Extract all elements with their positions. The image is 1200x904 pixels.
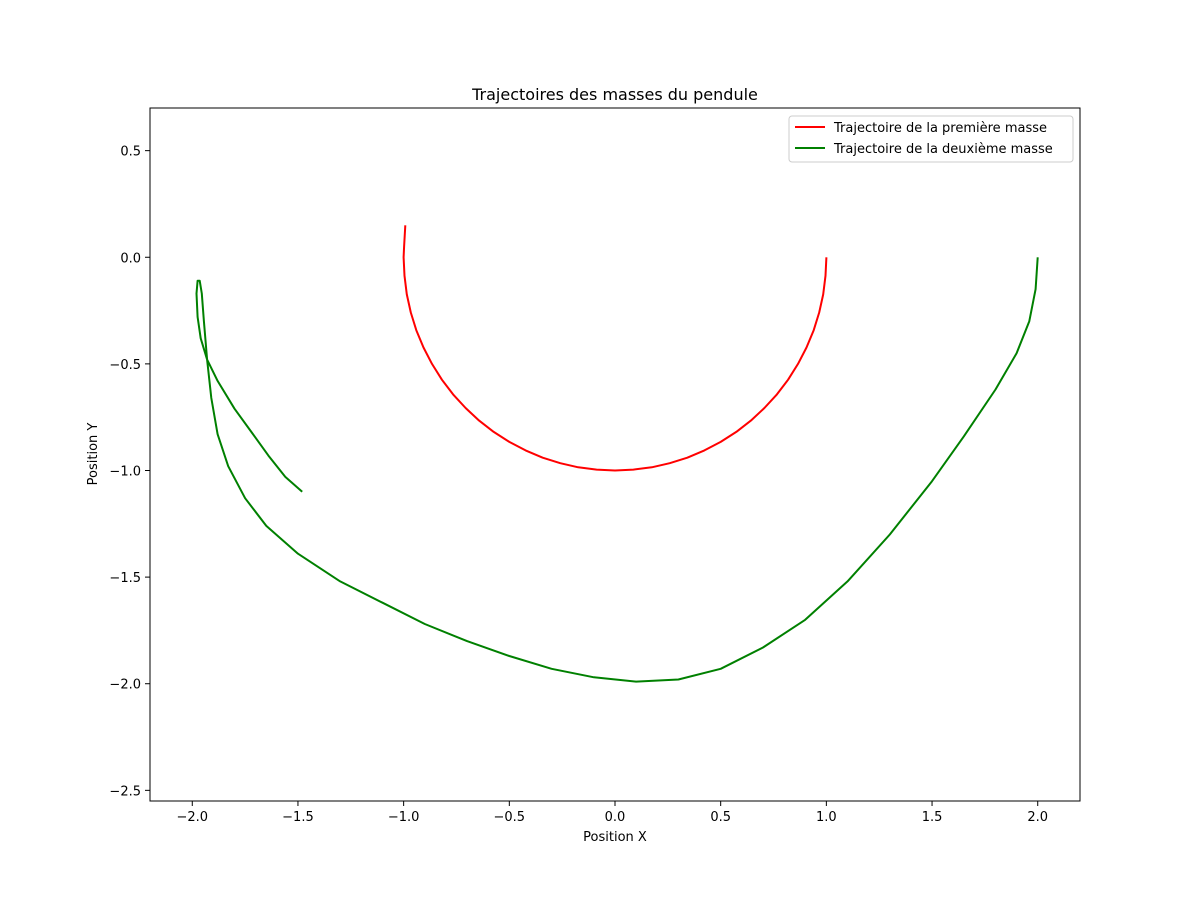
chart-title: Trajectoires des masses du pendule: [471, 85, 758, 104]
x-axis-label: Position X: [583, 830, 647, 845]
legend: Trajectoire de la première masse Traject…: [788, 115, 1074, 163]
y-tick-label: −1.0: [109, 464, 141, 479]
y-axis-label: Position Y: [86, 423, 101, 486]
x-tick-label: 0.0: [605, 810, 626, 825]
series-layer: [195, 225, 1039, 683]
legend-label-first-mass: Trajectoire de la première masse: [833, 121, 1047, 136]
series-line-second-mass: [195, 257, 1039, 683]
y-axis: 0.5 0.0 −0.5 −1.0 −1.5 −2.0 −2.5: [109, 145, 150, 799]
y-tick-label: −0.5: [109, 358, 141, 373]
x-tick-label: −1.5: [282, 810, 314, 825]
y-tick-label: −1.5: [109, 571, 141, 586]
y-tick-label: −2.0: [109, 678, 141, 693]
x-axis: −2.0 −1.5 −1.0 −0.5 0.0 0.5 1.0 1.5 2.0: [176, 801, 1048, 825]
x-tick-label: 0.5: [710, 810, 731, 825]
x-tick-label: 1.5: [922, 810, 943, 825]
legend-box: [788, 115, 1074, 163]
plot-area-frame: [149, 107, 1081, 802]
y-tick-label: 0.5: [120, 145, 141, 160]
series-line-first-mass: [402, 225, 828, 472]
y-tick-label: −2.5: [109, 784, 141, 799]
y-tick-label: 0.0: [120, 251, 141, 266]
x-tick-label: 1.0: [816, 810, 837, 825]
legend-label-second-mass: Trajectoire de la deuxième masse: [833, 142, 1053, 157]
x-tick-label: −2.0: [176, 810, 208, 825]
x-tick-label: 2.0: [1027, 810, 1048, 825]
x-tick-label: −0.5: [494, 810, 526, 825]
x-tick-label: −1.0: [388, 810, 420, 825]
